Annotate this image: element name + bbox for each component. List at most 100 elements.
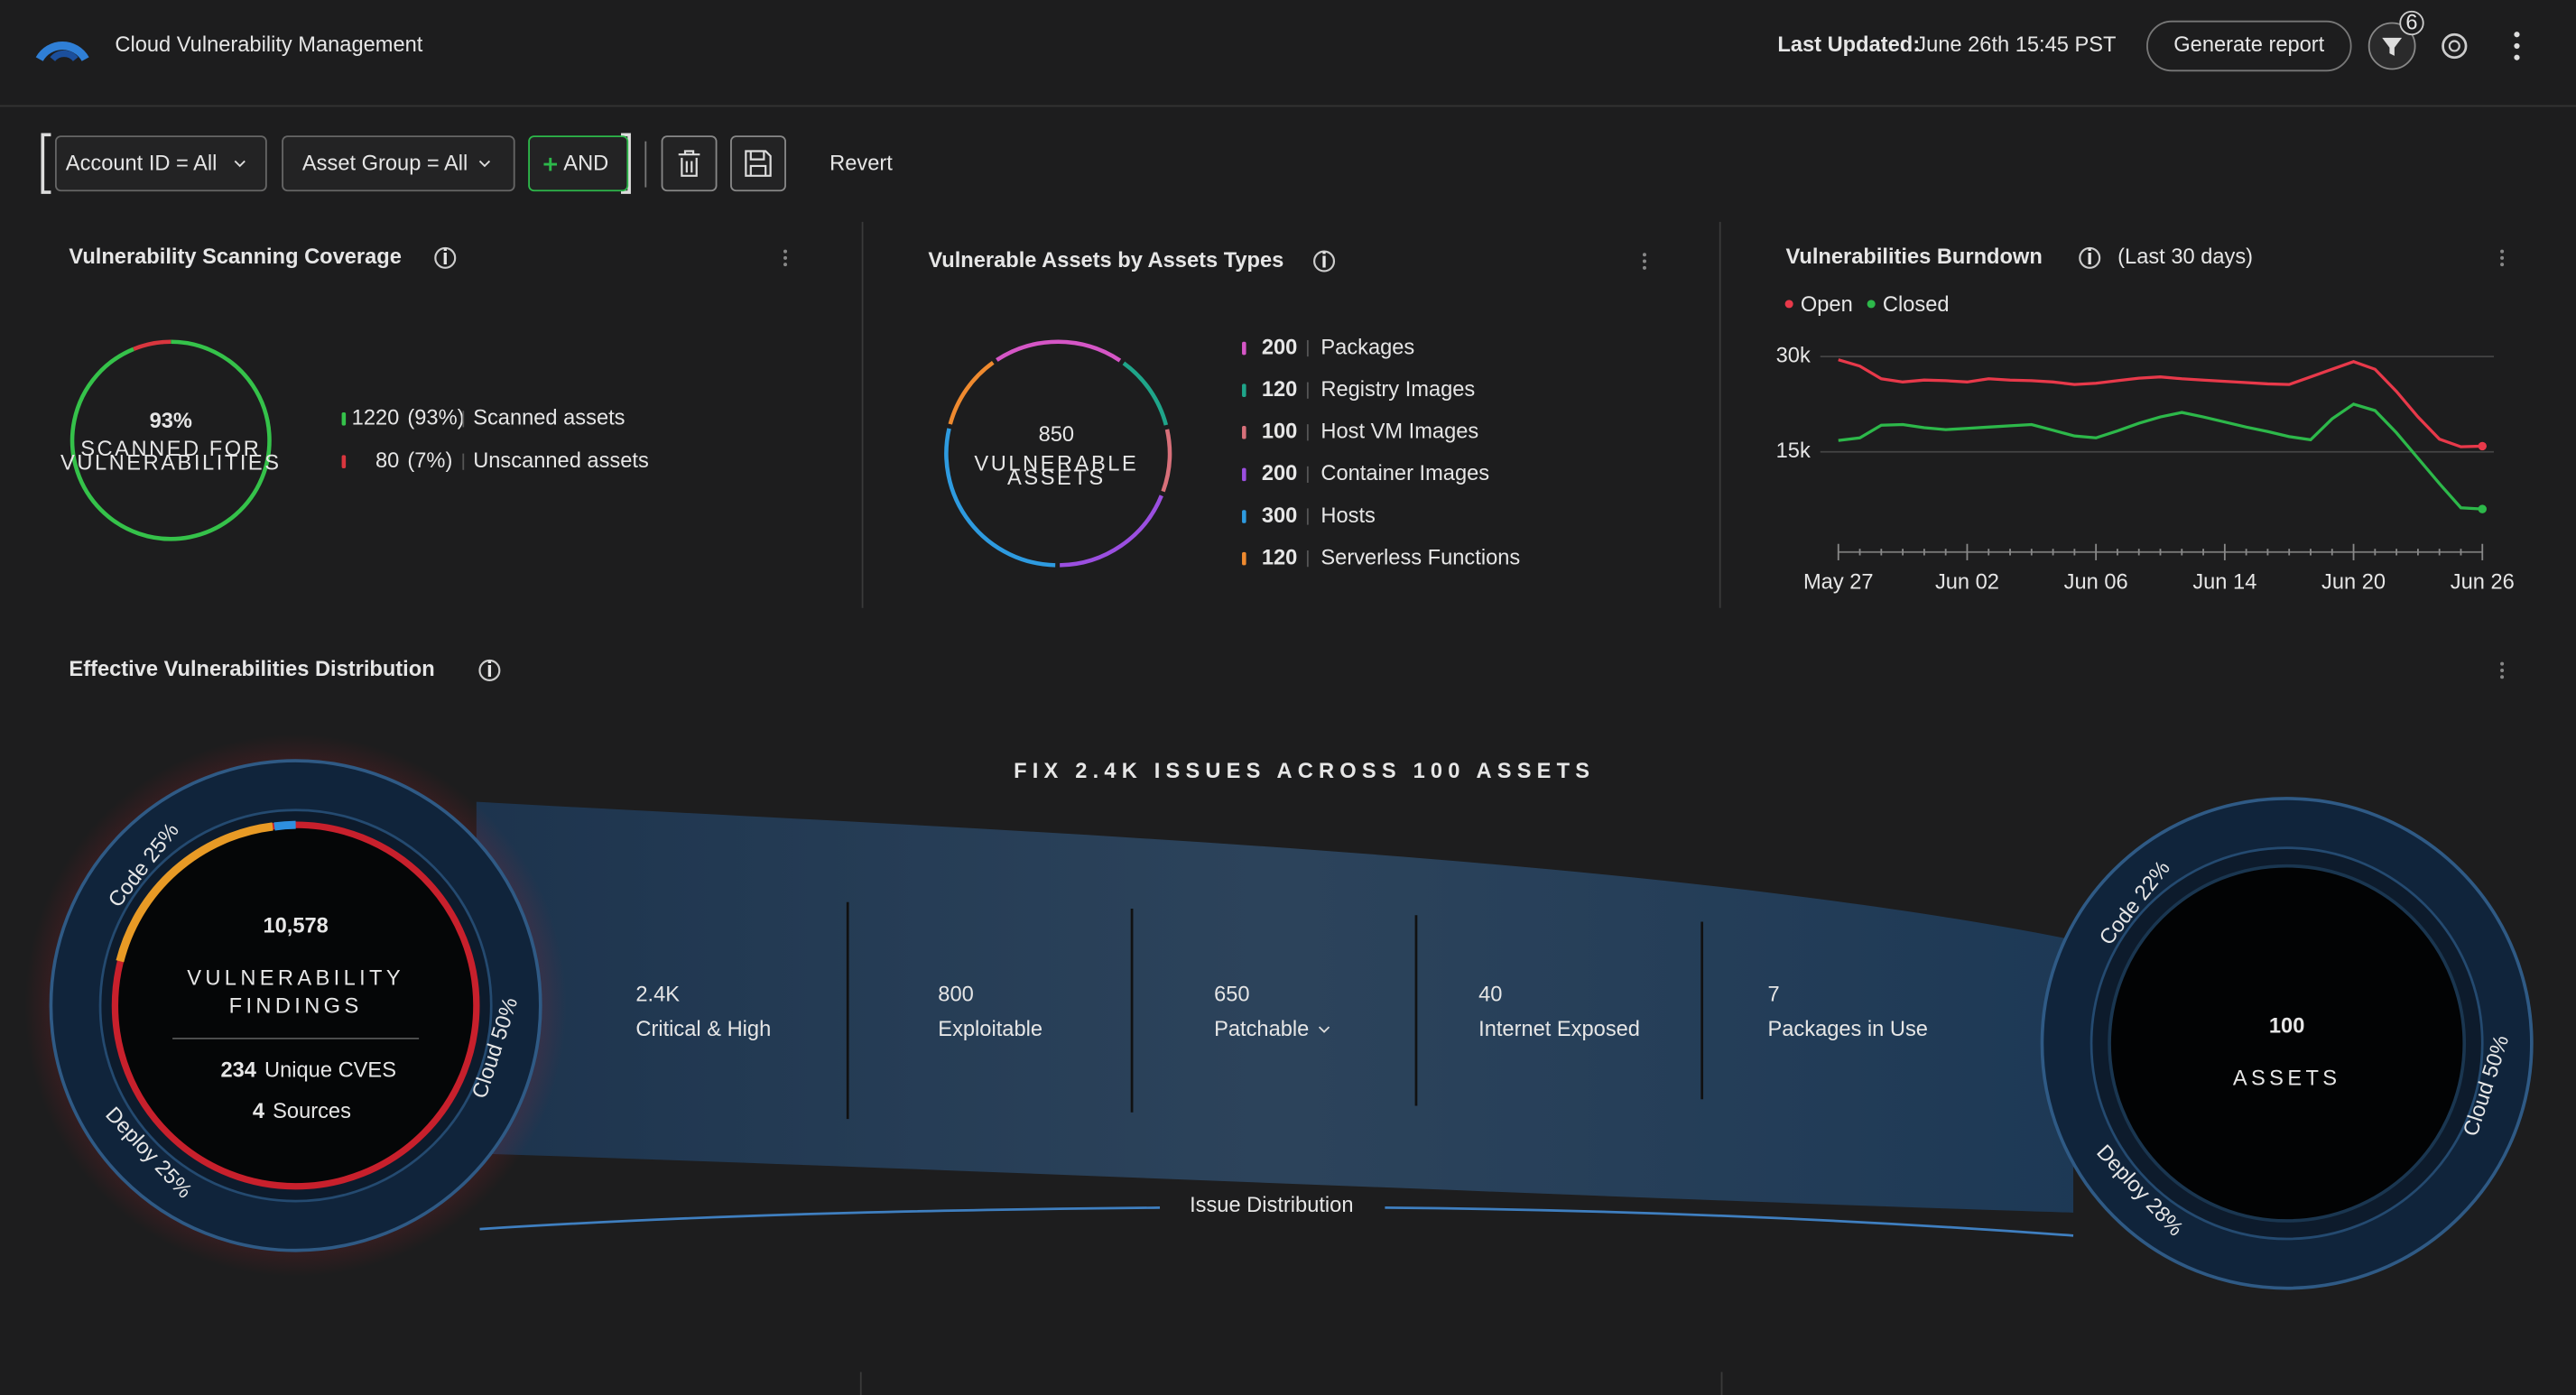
asset-arc <box>1161 429 1172 493</box>
legend-swatch <box>1242 551 1246 566</box>
legend-value: 120 <box>1262 378 1297 402</box>
stat-label: Exploitable <box>938 1018 1042 1041</box>
stat-value: 2.4K <box>635 984 680 1007</box>
filter-icon <box>2382 37 2403 56</box>
legend-swatch <box>341 412 347 426</box>
coverage-arc <box>133 339 171 351</box>
x-tick-label: Jun 14 <box>2192 571 2256 595</box>
coverage-label: SCANNED FOR <box>80 438 261 461</box>
legend-swatch <box>1242 510 1246 523</box>
legend-label: Hosts <box>1320 504 1375 528</box>
stat-label: Critical & High <box>635 1018 771 1041</box>
stat-label: Packages in Use <box>1767 1018 1927 1041</box>
legend-label: Registry Images <box>1320 378 1475 402</box>
legend-value: 300 <box>1262 504 1297 528</box>
legend-swatch <box>1242 467 1246 482</box>
cves-value: 234 <box>220 1059 256 1083</box>
panel-menu[interactable] <box>2500 263 2505 267</box>
stat-label[interactable]: Patchable <box>1214 1018 1309 1041</box>
info-glyph: i <box>2087 246 2093 270</box>
panel-menu[interactable] <box>783 263 788 267</box>
panel-title: Effective Vulnerabilities Distribution <box>69 658 434 681</box>
trash-icon <box>678 150 700 177</box>
x-tick-label: Jun 20 <box>2321 571 2386 595</box>
legend-label: Host VM Images <box>1320 420 1478 444</box>
x-tick-label: Jun 26 <box>2451 571 2515 595</box>
assets-core <box>2108 864 2467 1223</box>
assets-value: 100 <box>2269 1014 2304 1038</box>
panel-menu[interactable] <box>783 249 788 254</box>
issue-distribution-label: Issue Distribution <box>1190 1194 1353 1217</box>
issue-line <box>1385 1206 2074 1237</box>
info-icon[interactable] <box>478 659 501 681</box>
and-label: AND <box>563 152 608 175</box>
legend-swatch <box>341 455 347 468</box>
logo <box>35 41 89 62</box>
asset-total-label: VULNERABLE <box>974 453 1138 476</box>
legend-label: Serverless Functions <box>1320 546 1520 569</box>
asset-arc <box>944 428 1056 568</box>
legend-percent: (93%) <box>407 407 464 430</box>
asset-arc <box>1060 494 1163 568</box>
legend-swatch <box>1242 383 1246 397</box>
issue-line <box>479 1206 1161 1231</box>
info-icon[interactable] <box>1313 250 1336 273</box>
filter-chip[interactable] <box>54 135 267 192</box>
filter-chip[interactable] <box>282 135 515 192</box>
cves-label: Unique CVES <box>264 1059 396 1083</box>
sources-label: Sources <box>273 1100 351 1123</box>
coverage-arc <box>69 339 272 541</box>
chevron <box>234 160 491 168</box>
panel-menu[interactable] <box>2500 249 2505 254</box>
asset-arc <box>948 360 995 425</box>
generate-report-label[interactable]: Generate report <box>2173 33 2324 57</box>
legend-value: 120 <box>1262 546 1297 569</box>
sources-value: 4 <box>253 1100 265 1123</box>
save-button[interactable] <box>730 135 786 192</box>
asset-arc <box>996 339 1122 363</box>
legend-label: Packages <box>1320 336 1414 359</box>
info-icon[interactable] <box>2079 246 2101 269</box>
panel-menu[interactable] <box>1642 259 1646 263</box>
stat-value: 40 <box>1478 984 1502 1007</box>
panel-menu[interactable] <box>2500 661 2505 666</box>
panel-title: Vulnerability Scanning Coverage <box>69 245 401 269</box>
panel-menu[interactable] <box>2500 675 2505 679</box>
info-icon[interactable] <box>434 246 457 269</box>
info-glyph: i <box>442 246 449 270</box>
legend-swatch <box>1242 425 1246 439</box>
line-end-point <box>2478 504 2487 513</box>
generate-report-button[interactable] <box>2146 20 2352 72</box>
panel-menu[interactable] <box>783 255 788 260</box>
panel-menu[interactable] <box>1642 253 1646 257</box>
chevron <box>1318 1026 1330 1033</box>
revert-button[interactable]: Revert <box>829 152 893 175</box>
and-button[interactable] <box>528 135 629 192</box>
panel-menu[interactable] <box>2500 668 2505 672</box>
line-series <box>1838 402 2483 511</box>
menu-button[interactable] <box>2514 32 2520 60</box>
plus-icon <box>543 157 558 171</box>
x-tick-label: May 27 <box>1803 571 1874 595</box>
legend-label: Open <box>1801 293 1853 317</box>
panel-menu[interactable] <box>2500 255 2505 260</box>
delete-button[interactable] <box>661 135 718 192</box>
legend-value: 80 <box>375 449 399 473</box>
legend-percent: (7%) <box>407 449 452 473</box>
legend-value: 200 <box>1262 336 1297 359</box>
filter-bracket <box>621 133 631 194</box>
y-tick-label: 30k <box>1776 344 1811 367</box>
line-series <box>1838 358 2483 448</box>
panel-menu[interactable] <box>1642 265 1646 270</box>
last-updated: June 26th 15:45 PST <box>1915 33 2116 57</box>
stat-label: Internet Exposed <box>1478 1018 1640 1041</box>
settings-button[interactable] <box>2442 32 2468 60</box>
filter-bracket <box>41 133 51 194</box>
distribution-band <box>476 801 2074 1213</box>
stat-value: 7 <box>1767 984 1779 1007</box>
page-title: Cloud Vulnerability Management <box>115 33 422 57</box>
asset-total-label: ASSETS <box>1007 467 1106 490</box>
panel-title: Vulnerable Assets by Assets Types <box>928 249 1283 273</box>
legend-dot <box>1784 300 1793 309</box>
